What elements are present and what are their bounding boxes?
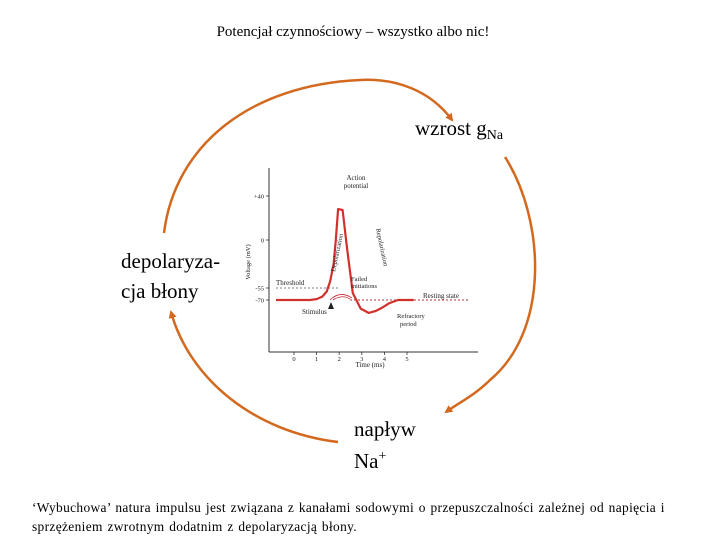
y-axis-label: Voltage (mV) [245, 244, 252, 279]
sodium-influx-label: napływ Na+ [354, 416, 416, 475]
stimulus-annotation: Stimulus [302, 308, 327, 316]
failed-initiations-line1: Failed [351, 276, 368, 283]
failed-initiation-1 [329, 294, 353, 301]
slide-title: Potencjał czynnościowy – wszystko albo n… [216, 24, 490, 40]
y-tick-label: 0 [261, 238, 264, 245]
na-label-sub: Na [486, 128, 504, 143]
y-tick-label: -55 [255, 286, 264, 293]
influx-label-line2: Na [354, 449, 379, 473]
x-tick-label: 3 [360, 356, 363, 363]
threshold-annotation: Threshold [276, 279, 305, 287]
x-tick-label: 1 [315, 356, 318, 363]
arrow-right [444, 156, 537, 414]
repolarization-annotation: Repolarization [374, 228, 389, 268]
x-tick-label: 0 [292, 356, 295, 363]
influx-label-sup: + [378, 449, 387, 464]
stimulus-marker [328, 302, 334, 309]
caption-text: ‘Wybuchowa’ natura impulsu jest związana… [32, 500, 665, 534]
refractory-period-line2: period [400, 321, 417, 328]
x-tick-label: 4 [383, 356, 387, 363]
action-potential-label-line1: Action [346, 174, 366, 182]
y-tick-label: -70 [255, 298, 264, 305]
depolarization-label-line1: depolaryza- [121, 249, 221, 273]
depolarization-annotation: Depolarization [330, 232, 345, 272]
refractory-period-line1: Refractory [397, 313, 426, 320]
arrow-bottom [168, 310, 339, 444]
action-potential-label-line2: potential [344, 182, 369, 190]
na-label-main: wzrost g [415, 116, 487, 140]
depolarization-label-line2: cja błony [121, 279, 199, 303]
x-tick-label: 2 [338, 356, 341, 363]
influx-label-line1: napływ [354, 417, 416, 441]
sodium-conductance-label: wzrost gNa [415, 116, 503, 144]
y-tick-label: +40 [254, 194, 264, 201]
x-axis-label: Time (ms) [355, 361, 385, 369]
failed-initiations-line2: initiations [351, 283, 377, 290]
action-potential-trace [276, 208, 414, 314]
failed-initiation-2 [332, 296, 351, 301]
depolarization-label: depolaryza- cja błony [121, 246, 220, 306]
x-tick-label: 5 [405, 356, 408, 363]
resting-state-annotation: Resting state [423, 292, 459, 300]
arrow-top [162, 78, 454, 234]
